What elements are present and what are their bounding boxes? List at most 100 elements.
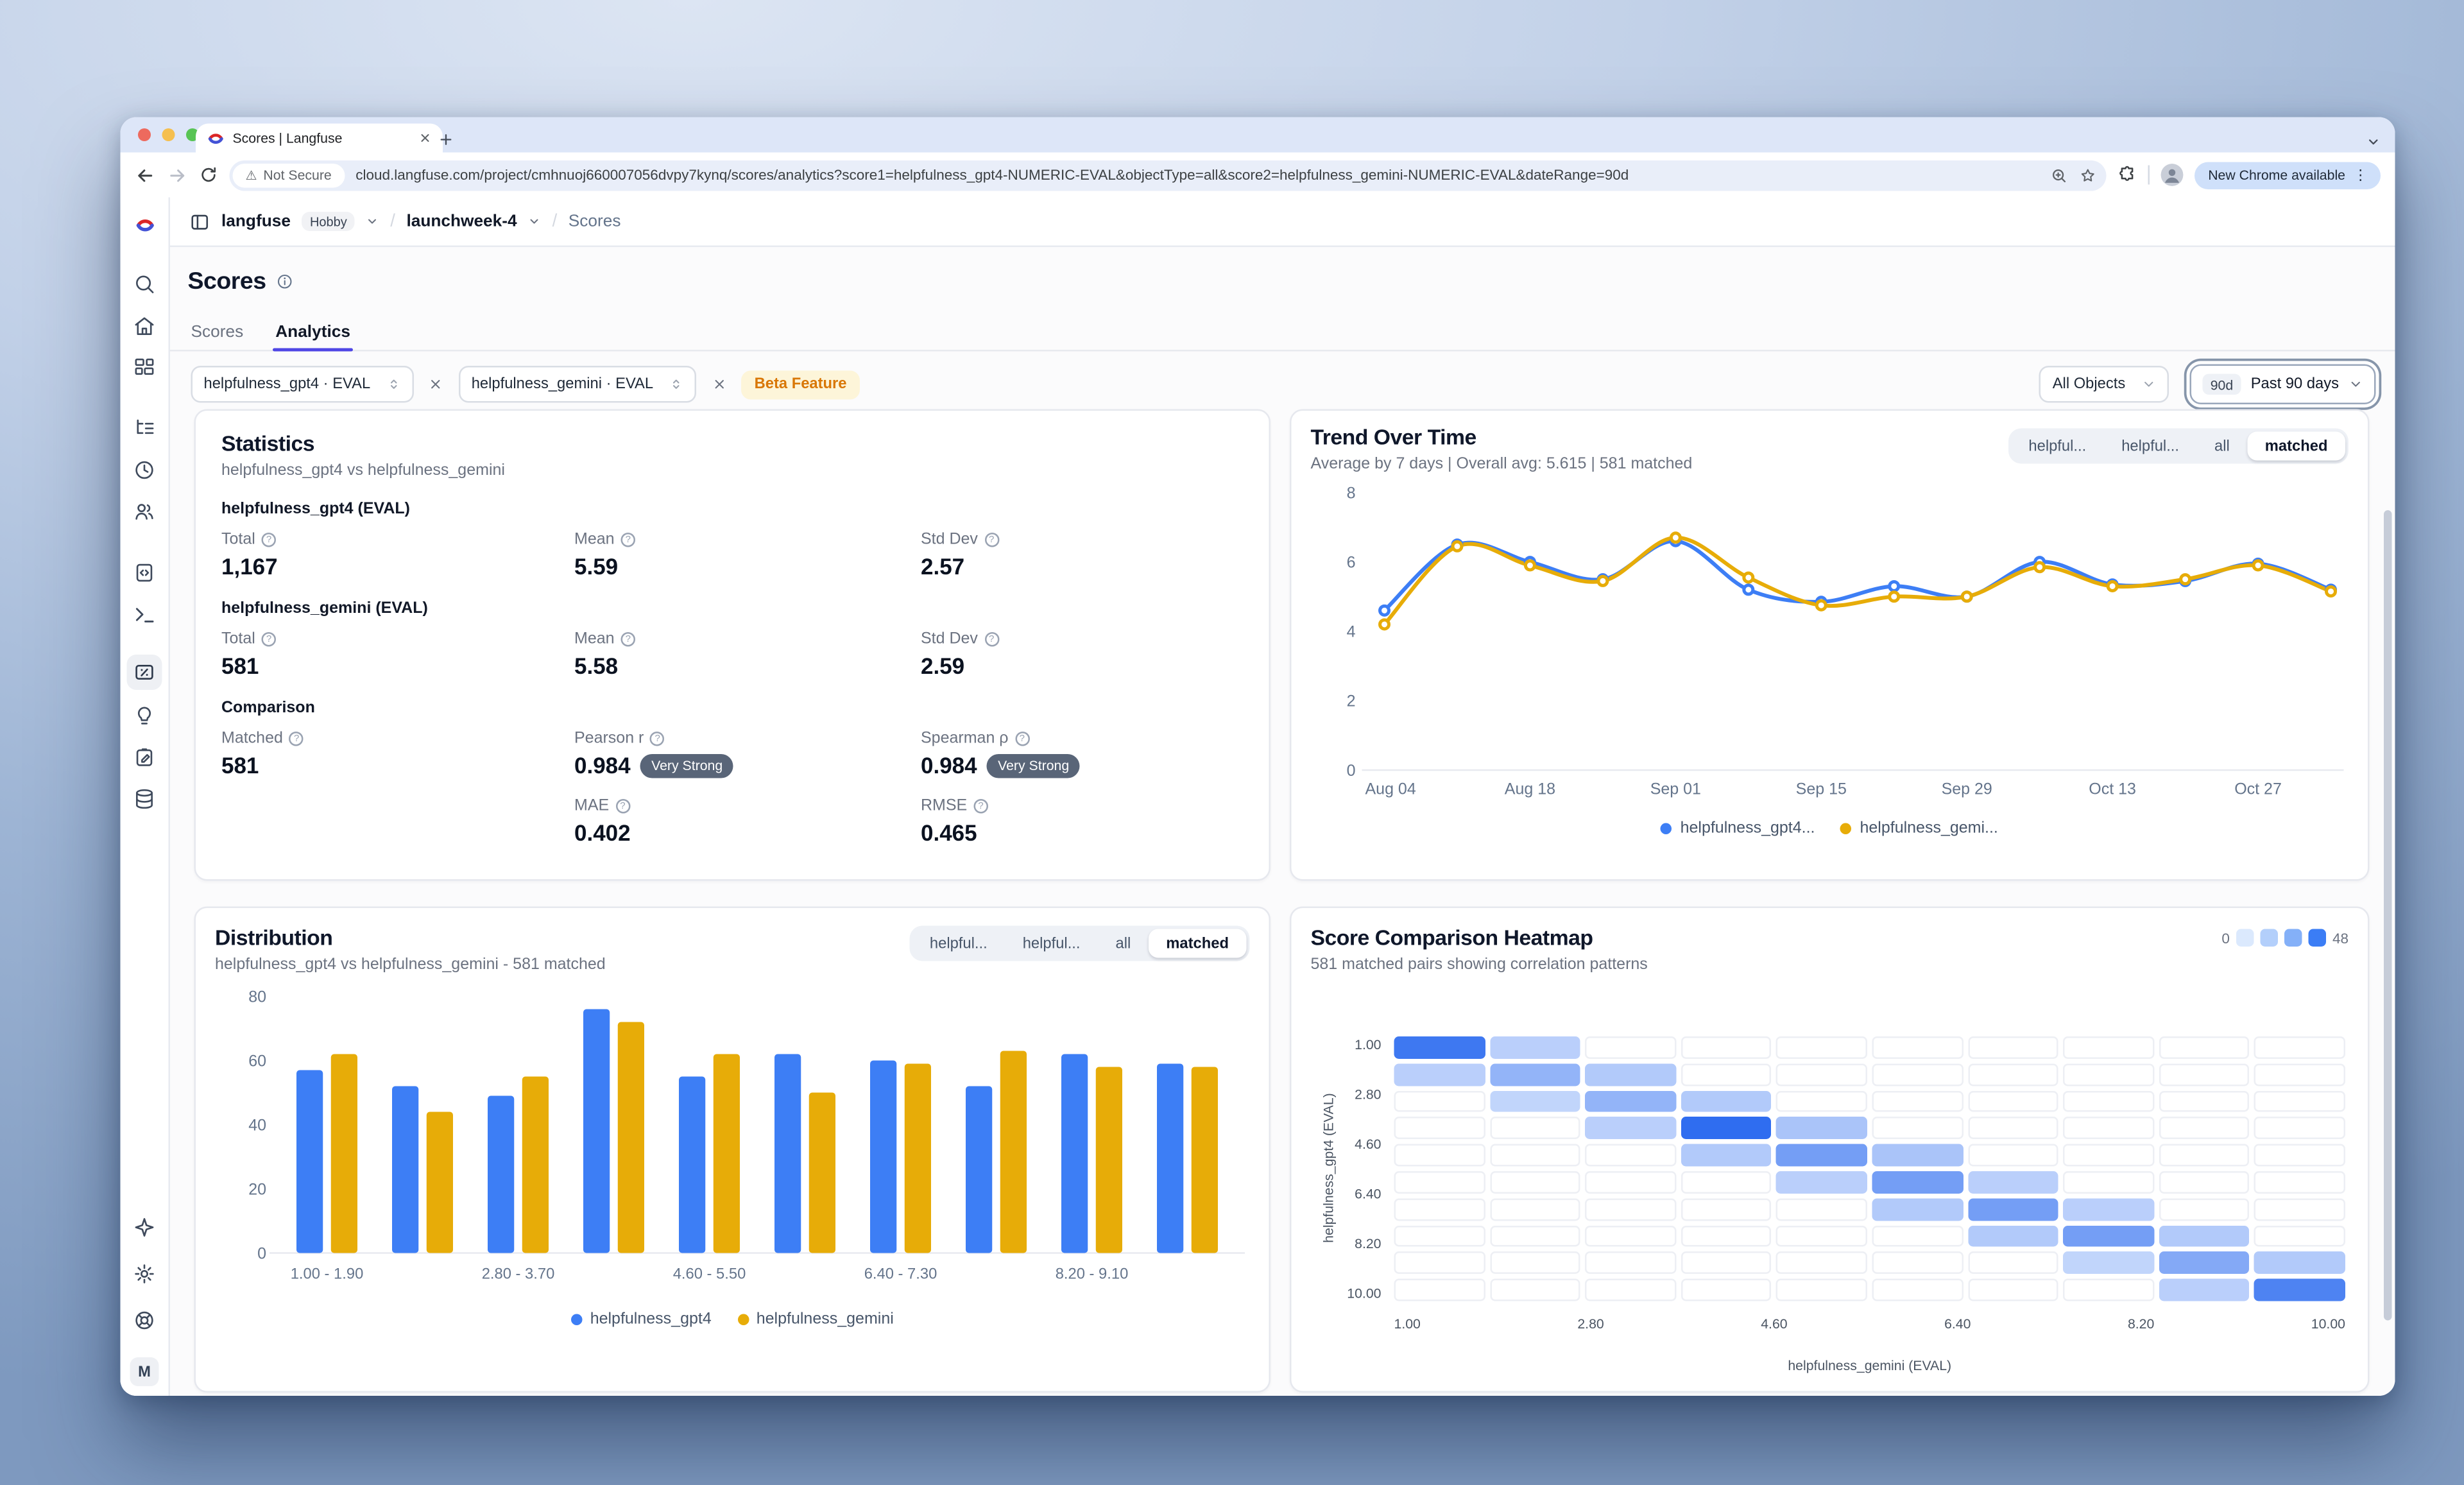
object-type-select[interactable]: All Objects	[2039, 366, 2169, 403]
legend-item-gpt4[interactable]: helpfulness_gpt4...	[1661, 820, 1815, 837]
chrome-update-button[interactable]: New Chrome available ⋮	[2195, 161, 2381, 189]
sidebar-item-scores[interactable]	[126, 655, 162, 690]
info-icon[interactable]	[276, 273, 294, 291]
help-icon[interactable]: ?	[1014, 732, 1030, 746]
trend-subtitle: Average by 7 days | Overall avg: 5.615 |…	[1310, 456, 1693, 474]
sidebar-item-support[interactable]	[132, 1309, 157, 1332]
sidebar-item-whats-new[interactable]	[132, 1216, 157, 1239]
trend-toggle-matched[interactable]: matched	[2247, 431, 2345, 461]
scale-swatch	[2236, 929, 2254, 947]
distribution-toggle-gpt4[interactable]: helpful...	[929, 934, 988, 952]
sidebar-item-datasets[interactable]	[132, 788, 157, 811]
heatmap-cell	[2063, 1224, 2154, 1248]
score2-select[interactable]: helpfulness_gemini · EVAL	[458, 366, 697, 403]
remove-score1-button[interactable]	[425, 373, 447, 395]
help-icon[interactable]: ?	[620, 533, 636, 547]
heatmap-cell	[2159, 1144, 2250, 1167]
sidebar-item-dashboards[interactable]	[132, 356, 157, 379]
browser-tabstrip: Scores | Langfuse	[120, 117, 2395, 156]
sidebar-item-search[interactable]	[132, 273, 157, 295]
breadcrumb-project[interactable]: launchweek-4	[406, 212, 517, 231]
sidebar-item-users[interactable]	[132, 501, 157, 523]
heatmap-cell	[2254, 1224, 2345, 1248]
distribution-toggle-gemini[interactable]: helpful...	[1022, 934, 1081, 952]
tab-search-icon[interactable]	[2366, 128, 2381, 157]
breadcrumb-org[interactable]: langfuse	[221, 212, 291, 231]
scrollbar-thumb[interactable]	[2384, 510, 2392, 1321]
help-icon[interactable]: ?	[650, 732, 665, 746]
help-icon[interactable]: ?	[620, 632, 636, 647]
breadcrumb-page[interactable]: Scores	[568, 212, 621, 231]
heatmap-cell	[2063, 1117, 2154, 1140]
legend-item-gpt4[interactable]: helpfulness_gpt4	[570, 1311, 712, 1328]
site-security-chip[interactable]: ⚠ Not Secure	[232, 162, 345, 187]
help-icon[interactable]: ?	[984, 533, 999, 547]
y-axis-tick: 60	[248, 1052, 266, 1070]
address-bar[interactable]: ⚠ Not Secure cloud.langfuse.com/project/…	[229, 159, 2107, 191]
browser-profile-avatar[interactable]	[2161, 164, 2184, 186]
user-avatar[interactable]: M	[130, 1357, 159, 1386]
heatmap-cell	[1489, 1090, 1580, 1113]
zoom-page-icon[interactable]	[2051, 166, 2069, 184]
scores-analytics-page: Scores Scores Analytics helpfulness_gpt4…	[170, 246, 2395, 1396]
tab-scores[interactable]: Scores	[191, 322, 244, 341]
score1-select[interactable]: helpfulness_gpt4 · EVAL	[191, 366, 414, 403]
help-icon[interactable]: ?	[261, 632, 277, 647]
sidebar-item-settings[interactable]	[132, 1263, 157, 1285]
heatmap-cell	[1967, 1063, 2058, 1086]
close-tab-icon[interactable]	[419, 132, 432, 144]
sidebar-item-sessions[interactable]	[132, 459, 157, 481]
heatmap-cell	[1872, 1251, 1963, 1275]
close-window-button[interactable]	[138, 128, 151, 141]
help-icon[interactable]: ?	[615, 799, 630, 814]
stat-spearman: Spearman ρ? 0.984 Very Strong	[921, 730, 1244, 778]
heatmap-cell	[1585, 1251, 1676, 1275]
minimize-window-button[interactable]	[162, 128, 175, 141]
help-icon[interactable]: ?	[289, 732, 304, 746]
heatmap-cell	[1585, 1090, 1676, 1113]
trend-toggle-gemini[interactable]: helpful...	[2121, 437, 2180, 455]
browser-tab[interactable]: Scores | Langfuse	[196, 123, 443, 153]
x-axis-tick: Sep 29	[1942, 780, 1992, 798]
legend-item-gemini[interactable]: helpfulness_gemini	[737, 1311, 894, 1328]
trend-toggle-all[interactable]: all	[2214, 437, 2230, 455]
scale-swatch	[2308, 929, 2326, 947]
sidebar-item-tracing[interactable]	[132, 417, 157, 440]
help-icon[interactable]: ?	[973, 799, 988, 814]
trend-toggle-gpt4[interactable]: helpful...	[2028, 437, 2087, 455]
heatmap-cell	[1776, 1117, 1867, 1140]
chevron-down-icon[interactable]	[366, 215, 379, 228]
bar-gpt4	[1157, 1063, 1184, 1253]
y-axis-tick: 1.00	[1355, 1036, 1382, 1052]
bookmark-star-icon[interactable]	[2080, 166, 2098, 184]
sidebar-item-insights[interactable]	[132, 705, 157, 727]
help-icon[interactable]: ?	[261, 533, 277, 547]
date-range-select[interactable]: 90d Past 90 days	[2189, 364, 2376, 404]
distribution-toggle-matched[interactable]: matched	[1148, 929, 1247, 958]
heatmap-cell	[1776, 1251, 1867, 1275]
reload-button[interactable]	[199, 166, 218, 185]
legend-item-gemini[interactable]: helpfulness_gemi...	[1840, 820, 1998, 837]
plan-badge: Hobby	[302, 212, 355, 231]
sidebar-item-playground[interactable]	[132, 603, 157, 626]
stat-gpt4-total: Total? 1,167	[221, 531, 278, 579]
new-tab-button[interactable]	[438, 127, 454, 156]
more-menu-icon[interactable]: ⋮	[2353, 166, 2368, 182]
tab-analytics[interactable]: Analytics	[272, 313, 354, 352]
data-point-helpfulness_gemini	[1451, 540, 1464, 553]
panel-toggle-icon[interactable]	[189, 211, 210, 232]
y-axis-tick: 10.00	[1347, 1285, 1382, 1301]
chevron-down-icon[interactable]	[528, 215, 541, 228]
bar-gpt4	[296, 1070, 323, 1253]
remove-score2-button[interactable]	[708, 373, 730, 395]
back-button[interactable]	[135, 164, 156, 185]
distribution-toggle-all[interactable]: all	[1115, 934, 1131, 952]
sidebar-item-annotation[interactable]	[132, 746, 157, 769]
help-icon[interactable]: ?	[984, 632, 999, 647]
sidebar-item-prompts[interactable]	[132, 562, 157, 584]
sidebar-item-home[interactable]	[132, 314, 157, 337]
heatmap-cell	[1681, 1117, 1772, 1140]
extensions-icon[interactable]	[2118, 166, 2137, 185]
forward-button[interactable]	[167, 164, 188, 185]
stat-mae: MAE? 0.402	[574, 797, 631, 846]
